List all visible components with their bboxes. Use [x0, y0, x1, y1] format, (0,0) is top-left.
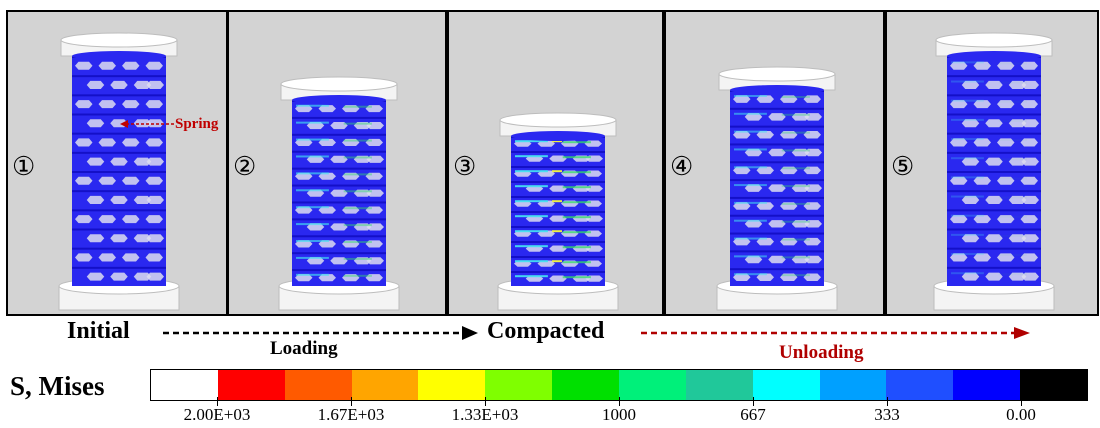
panel-unloading: ④ — [664, 10, 885, 316]
legend-tick-label: 333 — [874, 405, 900, 424]
legend-tick — [1021, 397, 1022, 406]
unloading-label: Unloading — [779, 342, 864, 363]
legend-tick — [619, 397, 620, 406]
legend-swatch — [685, 370, 753, 400]
top-platen — [60, 32, 178, 61]
legend-swatch — [819, 370, 887, 400]
legend-swatch — [552, 370, 620, 400]
specimen-initial — [58, 32, 180, 311]
specimen-compacted — [497, 112, 619, 311]
specimen-unloading — [716, 66, 838, 311]
panel-recovered: ⑤ — [885, 10, 1099, 316]
legend-tick-label: 1.67E+03 — [317, 405, 385, 424]
legend-color-bar — [150, 369, 1088, 401]
legend-title: S, Mises — [10, 371, 105, 401]
legend-tick — [485, 397, 486, 406]
legend-tick — [753, 397, 754, 406]
legend-tick-label: 667 — [740, 405, 766, 424]
panel-initial: ① Spring — [6, 10, 228, 316]
process-arrows — [163, 326, 1030, 340]
legend-swatch — [418, 370, 486, 400]
legend-swatch — [1020, 370, 1088, 400]
top-platen — [718, 66, 836, 95]
panel-loading: ② — [227, 10, 447, 316]
panel-number: ③ — [453, 152, 477, 181]
lattice-cylinder — [292, 100, 386, 286]
top-platen — [280, 76, 398, 105]
specimen-loading — [278, 76, 400, 311]
lattice-cylinder — [511, 136, 605, 286]
lattice-cylinder — [72, 56, 166, 286]
legend-tick — [887, 397, 888, 406]
lattice-cylinder — [947, 56, 1041, 286]
legend-swatch — [752, 370, 820, 400]
panel-number: ④ — [670, 152, 694, 181]
loading-arrow — [163, 326, 478, 340]
legend-tick-label: 1000 — [602, 405, 636, 424]
unloading-arrow — [641, 327, 1030, 339]
legend-swatch — [217, 370, 285, 400]
top-platen — [935, 32, 1053, 61]
panel-number: ⑤ — [891, 152, 915, 181]
panel-number: ① — [12, 152, 36, 181]
legend-tick-label: 1.33E+03 — [451, 405, 519, 424]
loading-label: Loading — [270, 338, 338, 359]
initial-label: Initial — [67, 318, 130, 344]
legend-tick-label: 0.00 — [1006, 405, 1036, 424]
legend-swatch — [619, 370, 686, 400]
top-platen — [499, 112, 617, 141]
legend-tick-label: 2.00E+03 — [183, 405, 251, 424]
specimen-recovered — [933, 32, 1055, 311]
legend-tick — [217, 397, 218, 406]
panel-number: ② — [233, 152, 257, 181]
legend-swatch — [351, 370, 419, 400]
panel-compacted: ③ — [447, 10, 664, 316]
legend-tick — [351, 397, 352, 406]
legend-swatch — [485, 370, 553, 400]
legend-swatch — [284, 370, 352, 400]
compacted-label: Compacted — [487, 318, 605, 344]
simulation-panels: ① Spring ② ③ ④ ⑤ — [6, 10, 1099, 316]
legend-swatch — [953, 370, 1021, 400]
legend-swatch — [151, 370, 218, 400]
lattice-cylinder — [730, 90, 824, 286]
spring-arrow — [120, 120, 174, 128]
legend-swatch — [886, 370, 954, 400]
spring-label: Spring — [175, 116, 219, 132]
